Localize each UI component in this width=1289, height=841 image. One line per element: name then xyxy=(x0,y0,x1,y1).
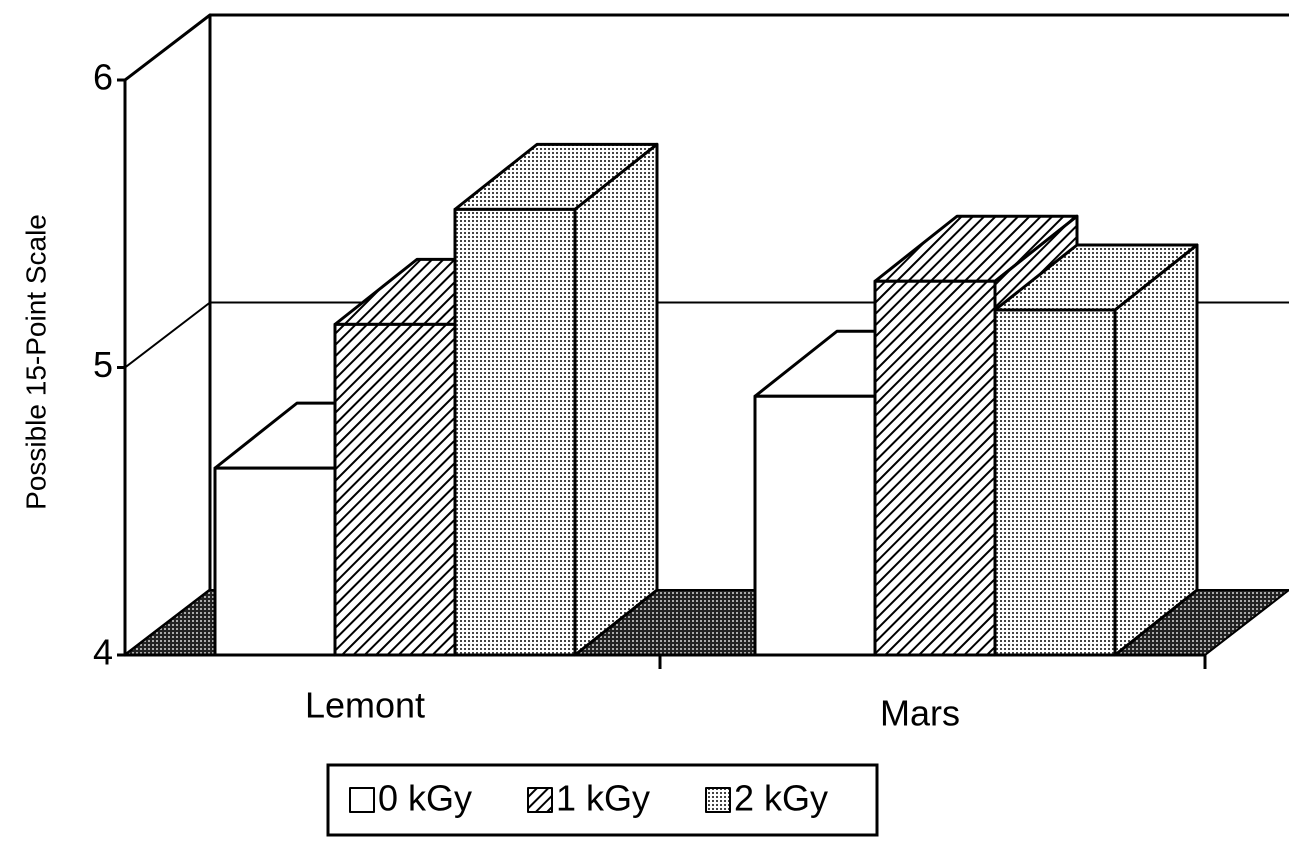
y-tick-label: 6 xyxy=(93,57,113,98)
legend-swatch xyxy=(705,787,731,813)
bar xyxy=(993,308,1117,657)
bar xyxy=(453,207,577,657)
legend-box xyxy=(326,763,879,837)
y-axis-label: Possible 15-Point Scale xyxy=(20,214,51,510)
legend-label: 2 kGy xyxy=(734,778,828,819)
bar xyxy=(753,394,877,657)
bar xyxy=(333,322,457,657)
x-tick-label: Lemont xyxy=(305,685,425,726)
bar xyxy=(873,279,997,657)
legend-swatch xyxy=(349,787,375,813)
y-tick-label: 4 xyxy=(93,632,113,673)
legend-label: 1 kGy xyxy=(556,778,650,819)
y-tick-label: 5 xyxy=(93,344,113,385)
legend-swatch xyxy=(527,787,553,813)
bar xyxy=(213,466,337,657)
x-tick-label: Mars xyxy=(880,693,960,734)
legend-label: 0 kGy xyxy=(378,778,472,819)
bar-side xyxy=(573,142,659,657)
bar-side xyxy=(1113,243,1199,657)
